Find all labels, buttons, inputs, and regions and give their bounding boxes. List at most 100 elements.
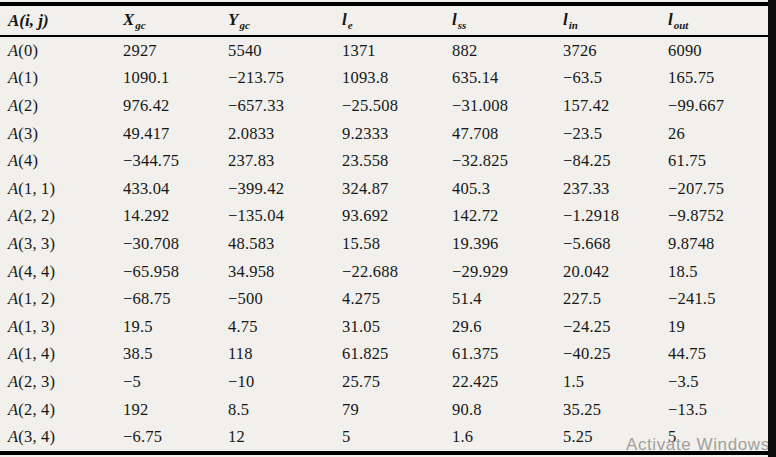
row-label: A(3, 4): [0, 423, 115, 453]
cell: 31.05: [334, 313, 444, 341]
cell: −40.25: [555, 341, 660, 369]
cell: −22.688: [334, 258, 444, 286]
cell: 49.417: [115, 120, 220, 148]
cell: 38.5: [115, 341, 220, 369]
cell: 5: [334, 423, 444, 453]
cell: −31.008: [444, 92, 555, 120]
table-row: A(1, 3)19.54.7531.0529.6−24.2519: [0, 313, 768, 341]
column-header: A(i, j): [0, 4, 115, 36]
row-label: A(2): [0, 92, 115, 120]
table-row: A(4, 4)−65.95834.958−22.688−29.92920.042…: [0, 258, 768, 286]
table-body: A(0)29275540137188237266090A(1)1090.1−21…: [0, 36, 768, 453]
cell: 51.4: [444, 285, 555, 313]
column-header: lss: [444, 4, 555, 36]
header-subscript: gc: [239, 19, 249, 31]
header-symbol: l: [563, 10, 568, 29]
cell: −5: [115, 368, 220, 396]
column-header: lin: [555, 4, 660, 36]
column-header: lout: [660, 4, 768, 36]
window-edge-strip: [768, 0, 776, 457]
cell: −657.33: [220, 92, 334, 120]
table-row: A(1, 2)−68.75−5004.27551.4227.5−241.5: [0, 285, 768, 313]
table-row: A(1, 1)433.04−399.42324.87405.3237.33−20…: [0, 175, 768, 203]
table-row: A(2, 4)1928.57990.835.25−13.5: [0, 396, 768, 424]
cell: −68.75: [115, 285, 220, 313]
cell: 5540: [220, 36, 334, 65]
table-row: A(3)49.4172.08339.233347.708−23.526: [0, 120, 768, 148]
cell: 3726: [555, 36, 660, 65]
cell: 4.275: [334, 285, 444, 313]
cell: 976.42: [115, 92, 220, 120]
cell: 61.375: [444, 341, 555, 369]
cell: −241.5: [660, 285, 768, 313]
cell: 4.75: [220, 313, 334, 341]
cell: 1.5: [555, 368, 660, 396]
cell: −399.42: [220, 175, 334, 203]
cell: 79: [334, 396, 444, 424]
cell: 22.425: [444, 368, 555, 396]
header-symbol: l: [342, 10, 347, 29]
cell: 157.42: [555, 92, 660, 120]
cell: 165.75: [660, 65, 768, 93]
header-symbol: X: [123, 10, 134, 29]
parameters-table: A(i, j)XgcYgclelsslinlout A(0)2927554013…: [0, 2, 768, 455]
header-subscript: ss: [458, 19, 467, 31]
cell: 635.14: [444, 65, 555, 93]
header-symbol: l: [668, 10, 673, 29]
cell: −500: [220, 285, 334, 313]
table-row: A(2, 3)−5−1025.7522.4251.5−3.5: [0, 368, 768, 396]
cell: 118: [220, 341, 334, 369]
row-label: A(0): [0, 36, 115, 65]
cell: 19.5: [115, 313, 220, 341]
row-label: A(1, 1): [0, 175, 115, 203]
row-label: A(4, 4): [0, 258, 115, 286]
cell: 20.042: [555, 258, 660, 286]
cell: 324.87: [334, 175, 444, 203]
cell: 19: [660, 313, 768, 341]
row-label: A(3, 3): [0, 230, 115, 258]
cell: 44.75: [660, 341, 768, 369]
cell: −6.75: [115, 423, 220, 453]
cell: −5.668: [555, 230, 660, 258]
cell: 192: [115, 396, 220, 424]
cell: 25.75: [334, 368, 444, 396]
row-label: A(1): [0, 65, 115, 93]
cell: 882: [444, 36, 555, 65]
cell: −63.5: [555, 65, 660, 93]
cell: 14.292: [115, 203, 220, 231]
row-label: A(4): [0, 147, 115, 175]
cell: 1093.8: [334, 65, 444, 93]
cell: −13.5: [660, 396, 768, 424]
activate-windows-watermark: Activate Windows: [626, 435, 770, 455]
cell: 9.8748: [660, 230, 768, 258]
cell: −29.929: [444, 258, 555, 286]
cell: 34.958: [220, 258, 334, 286]
cell: 19.396: [444, 230, 555, 258]
cell: −344.75: [115, 147, 220, 175]
cell: 142.72: [444, 203, 555, 231]
cell: −9.8752: [660, 203, 768, 231]
cell: 8.5: [220, 396, 334, 424]
table-row: A(3, 3)−30.70848.58315.5819.396−5.6689.8…: [0, 230, 768, 258]
header-symbol: Y: [228, 10, 238, 29]
cell: −84.25: [555, 147, 660, 175]
cell: 1090.1: [115, 65, 220, 93]
row-label: A(2, 4): [0, 396, 115, 424]
cell: 61.825: [334, 341, 444, 369]
cell: −99.667: [660, 92, 768, 120]
cell: 433.04: [115, 175, 220, 203]
row-label: A(2, 3): [0, 368, 115, 396]
cell: 237.33: [555, 175, 660, 203]
cell: −207.75: [660, 175, 768, 203]
cell: 90.8: [444, 396, 555, 424]
cell: 26: [660, 120, 768, 148]
cell: 9.2333: [334, 120, 444, 148]
cell: −25.508: [334, 92, 444, 120]
column-header: Ygc: [220, 4, 334, 36]
cell: 237.83: [220, 147, 334, 175]
cell: 6090: [660, 36, 768, 65]
row-label: A(3): [0, 120, 115, 148]
header-subscript: out: [674, 19, 689, 31]
cell: 18.5: [660, 258, 768, 286]
cell: −213.75: [220, 65, 334, 93]
